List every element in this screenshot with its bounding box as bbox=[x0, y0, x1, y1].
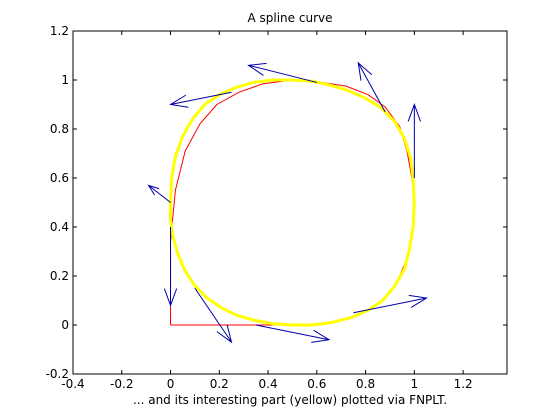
y-tick-label: 1 bbox=[61, 73, 69, 87]
tangent-arrow bbox=[247, 62, 317, 83]
y-tick-label: 0 bbox=[61, 318, 69, 332]
series-line-2 bbox=[169, 78, 416, 327]
y-tick-label: 1.2 bbox=[50, 24, 69, 38]
tangent-arrow bbox=[194, 287, 233, 344]
tangent-arrow bbox=[147, 184, 171, 203]
chart-title: A spline curve bbox=[248, 11, 333, 25]
x-tick-label: -0.4 bbox=[61, 377, 84, 391]
x-tick-label: 0.4 bbox=[259, 377, 278, 391]
y-tick-label: 0.2 bbox=[50, 269, 69, 283]
tangent-arrow bbox=[353, 294, 428, 314]
tangent-arrow bbox=[407, 103, 421, 178]
plot-frame bbox=[72, 30, 508, 375]
y-tick-label: 0.4 bbox=[50, 220, 69, 234]
y-tick-label: 0.6 bbox=[50, 171, 69, 185]
tangent-arrow bbox=[163, 227, 178, 307]
tangent-vectors bbox=[147, 61, 428, 344]
x-tick-label: 0.2 bbox=[210, 377, 229, 391]
x-tick-label: 0.6 bbox=[307, 377, 326, 391]
tangent-arrow bbox=[255, 324, 331, 343]
curves-layer bbox=[169, 78, 416, 327]
x-tick-label: 0.8 bbox=[356, 377, 375, 391]
x-tick-label: 1 bbox=[411, 377, 419, 391]
tangent-arrow bbox=[169, 91, 232, 108]
y-tick-label: -0.2 bbox=[46, 367, 69, 381]
x-tick-label: -0.2 bbox=[110, 377, 133, 391]
x-tick-label: 0 bbox=[167, 377, 175, 391]
tangent-arrow bbox=[357, 61, 386, 113]
x-tick-label: 1.2 bbox=[454, 377, 473, 391]
plot-axes: -0.4 -0.2 0 0.2 0.4 0.6 0.8 1 1.2-0.200.20.40.60… bbox=[46, 24, 508, 391]
x-axis-label: ... and its interesting part (yellow) pl… bbox=[133, 393, 447, 407]
y-tick-label: 0.8 bbox=[50, 122, 69, 136]
